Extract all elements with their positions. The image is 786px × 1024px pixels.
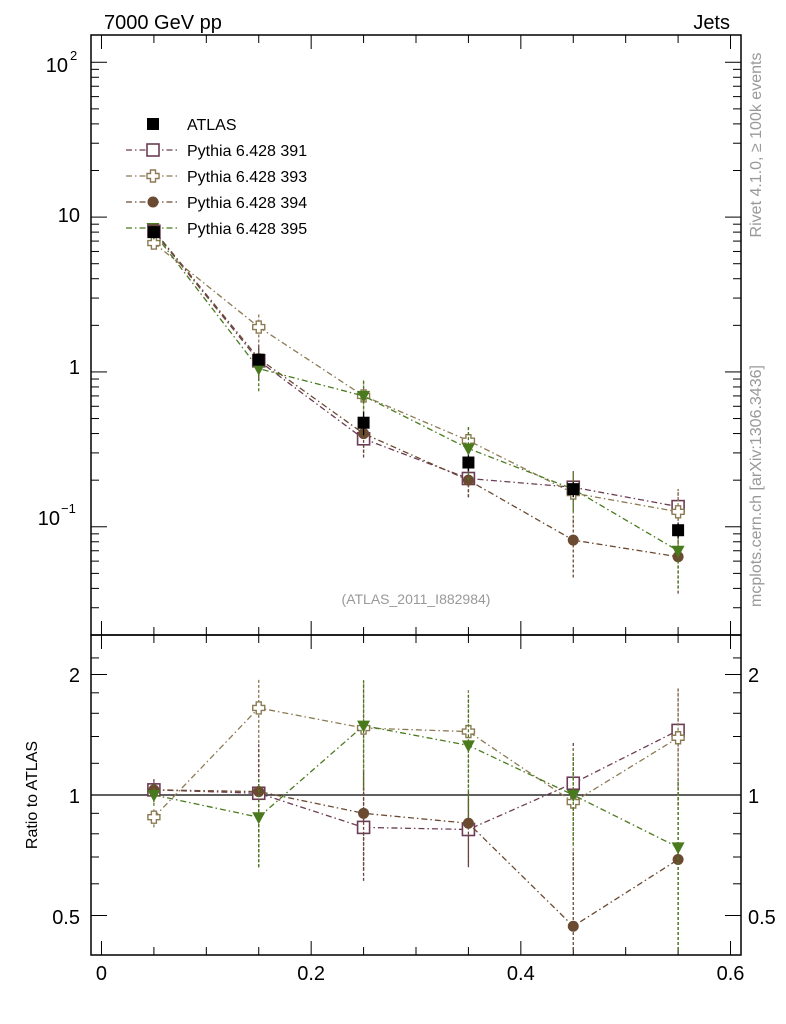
ratio-tick-1-right: 1 (748, 786, 759, 808)
ratio-point (461, 740, 475, 753)
ytick-100-exponent: 2 (70, 48, 77, 63)
ratio-point (147, 790, 161, 802)
series-pythia-6-428-394 (148, 224, 684, 594)
legend: ATLAS Pythia 6.428 391 Pythia 6.428 393 Pyt… (126, 117, 307, 238)
ratio-plot-series (147, 678, 685, 950)
data-point (461, 443, 475, 456)
ratio-tick-1: 1 (69, 786, 80, 808)
data-point (252, 320, 266, 334)
ytick-10: 10 (58, 205, 80, 227)
legend-item: ATLAS (147, 117, 237, 134)
legend-marker (147, 196, 159, 208)
ratio-point (147, 810, 161, 824)
data-point (252, 363, 266, 376)
legend-item: Pythia 6.428 391 (126, 143, 307, 160)
data-point (252, 353, 265, 366)
ratio-tick-2-right: 2 (748, 665, 759, 687)
legend-item: Pythia 6.428 393 (126, 169, 307, 186)
top-y-tick-labels: 10 2 10 1 10 −1 (38, 48, 80, 530)
ratio-point (671, 731, 685, 745)
legend-label: Pythia 6.428 395 (187, 221, 307, 238)
xtick-label-0: 0 (96, 963, 107, 985)
series-pythia-6-428-391 (147, 224, 685, 531)
xtick-label-1: 0.2 (297, 963, 325, 985)
xtick-label-3: 0.6 (717, 963, 745, 985)
legend-item: Pythia 6.428 394 (126, 195, 307, 212)
series-pythia-6-428-395 (147, 227, 685, 589)
header-left: 7000 GeV pp (104, 12, 222, 34)
ratio-point (671, 842, 685, 855)
ratio-line (153, 729, 679, 831)
data-point (671, 545, 685, 558)
x-tick-labels: 0 0.2 0.4 0.6 (96, 963, 745, 985)
ratio-line (153, 789, 679, 928)
legend-marker (146, 143, 160, 157)
series-pythia-6-428-393 (147, 236, 685, 547)
series-line (153, 230, 679, 558)
ratio-line (153, 724, 679, 848)
legend-label: Pythia 6.428 391 (187, 143, 307, 160)
ratio-series-pythia-6-428-391 (147, 688, 685, 881)
watermark: (ATLAS_2011_I882984) (342, 591, 491, 607)
series-line (153, 232, 679, 552)
ratio-point (462, 817, 474, 829)
ratio-point (566, 790, 580, 802)
xtick-label-2: 0.4 (507, 963, 535, 985)
data-point (357, 390, 371, 403)
series-line (153, 242, 679, 513)
legend-label: ATLAS (187, 117, 237, 134)
side-label-top: Rivet 4.1.0, ≥ 100k events (748, 53, 765, 238)
data-point (567, 483, 580, 496)
header-right: Jets (693, 12, 730, 34)
axis-ticks (91, 35, 741, 955)
series-atlas (147, 226, 685, 538)
ratio-tick-2: 2 (69, 665, 80, 687)
legend-marker (146, 169, 160, 183)
ratio-y-label: Ratio to ATLAS (24, 741, 41, 849)
legend-label: Pythia 6.428 393 (187, 169, 307, 186)
data-point (147, 226, 160, 239)
top-plot-series (147, 224, 685, 594)
ratio-series-pythia-6-428-393 (147, 678, 685, 881)
legend-label: Pythia 6.428 394 (187, 195, 307, 212)
series-line (153, 230, 679, 508)
data-point (357, 416, 370, 429)
ratio-series-pythia-6-428-394 (148, 746, 684, 950)
ratio-line (153, 707, 679, 818)
ratio-y-tick-labels: 2 1 0.5 2 1 0.5 (52, 665, 776, 929)
ytick-0.1: 10 (38, 508, 60, 530)
data-point (671, 505, 685, 519)
ytick-100: 10 (46, 55, 68, 77)
data-point (567, 534, 579, 546)
ratio-series-pythia-6-428-395 (147, 679, 685, 950)
legend-marker (147, 118, 159, 130)
ratio-point (567, 920, 579, 932)
ratio-point (357, 720, 371, 733)
data-point (147, 236, 161, 250)
side-label-bottom: mcplots.cern.ch [arXiv:1306.3436] (748, 365, 765, 607)
data-point (672, 524, 685, 537)
ytick-1: 1 (69, 357, 80, 379)
ratio-tick-0.5: 0.5 (52, 907, 80, 929)
ratio-point (358, 807, 370, 819)
ratio-point (252, 701, 266, 715)
data-point (462, 456, 475, 469)
ratio-point (252, 812, 266, 825)
ratio-tick-0.5-right: 0.5 (748, 907, 776, 929)
ytick-0.1-exponent: −1 (61, 501, 76, 516)
